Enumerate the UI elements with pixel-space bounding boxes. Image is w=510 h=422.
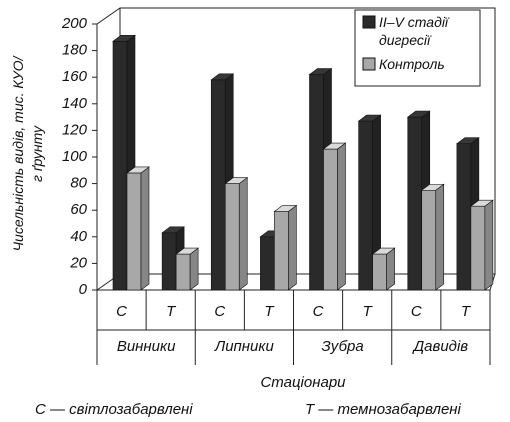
bar-side bbox=[238, 177, 248, 291]
legend-swatch bbox=[362, 57, 376, 71]
x-tick-label: С bbox=[411, 303, 422, 320]
bar-top bbox=[126, 166, 150, 174]
bar-front bbox=[323, 148, 338, 291]
bar bbox=[175, 247, 200, 291]
x-tick-label: Т bbox=[166, 303, 177, 320]
legend-box bbox=[354, 9, 481, 87]
x-axis-label: Стаціонари bbox=[260, 374, 346, 391]
y-tick-label: 100 bbox=[62, 148, 88, 165]
group-label: Давидів bbox=[412, 338, 469, 355]
bar-top bbox=[420, 183, 445, 191]
bar-top bbox=[224, 177, 249, 184]
bar-side bbox=[189, 247, 199, 291]
bar-top bbox=[357, 114, 382, 122]
bar-front bbox=[260, 236, 275, 291]
x-tick-label: С bbox=[116, 303, 127, 320]
bar-side bbox=[337, 142, 346, 291]
x-tick-label: Т bbox=[363, 303, 374, 320]
y-tick-label: 140 bbox=[62, 95, 88, 112]
bar-front bbox=[470, 205, 486, 291]
bar bbox=[371, 247, 396, 291]
bar-top bbox=[469, 199, 494, 207]
x-tick-label: Т bbox=[461, 303, 472, 320]
y-tick-label: 60 bbox=[70, 201, 87, 218]
bar-top bbox=[308, 68, 333, 75]
group-label: Винники bbox=[117, 338, 176, 355]
bar-front bbox=[210, 79, 226, 291]
bar-top bbox=[112, 34, 136, 42]
bar-front bbox=[372, 253, 387, 291]
bar-front bbox=[421, 189, 437, 291]
bar-side bbox=[435, 183, 445, 291]
y-tick-label: 80 bbox=[70, 175, 87, 192]
bar bbox=[357, 114, 382, 291]
bar-top bbox=[273, 205, 298, 212]
bar-side bbox=[484, 199, 494, 291]
group-label: Зубра bbox=[322, 338, 364, 355]
bar-front bbox=[274, 211, 289, 291]
bar bbox=[224, 177, 249, 291]
y-tick-label: 180 bbox=[62, 42, 88, 59]
bar-top bbox=[371, 247, 396, 255]
bar-front bbox=[407, 116, 423, 291]
bar-top bbox=[161, 226, 186, 234]
footnote: С — світлозабарвлені bbox=[35, 401, 193, 418]
x-tick-label: С bbox=[313, 303, 324, 320]
bar-front bbox=[126, 172, 142, 291]
footnote: Т — темнозабарвлені bbox=[305, 401, 462, 418]
y-tick-label: 20 bbox=[69, 254, 87, 271]
y-tick-label: 120 bbox=[62, 121, 88, 138]
x-tick-label: Т bbox=[264, 303, 275, 320]
y-tick-label: 40 bbox=[70, 228, 87, 245]
y-tick-label: 200 bbox=[61, 15, 88, 32]
bar-top bbox=[406, 110, 431, 118]
bar-side bbox=[140, 166, 150, 291]
x-tick-label: С bbox=[214, 303, 225, 320]
legend-item: II–V стадії дигресії bbox=[379, 14, 449, 48]
bar-top bbox=[175, 247, 200, 255]
bar-top bbox=[210, 73, 235, 81]
bar-front bbox=[112, 40, 128, 291]
bar-top bbox=[455, 137, 480, 144]
legend-item: Контроль bbox=[379, 56, 445, 72]
bar bbox=[126, 166, 150, 291]
bar bbox=[273, 204, 298, 291]
y-tick-label: 160 bbox=[62, 68, 88, 85]
bar-front bbox=[224, 183, 240, 291]
bar bbox=[322, 142, 347, 291]
bar bbox=[420, 183, 445, 291]
legend-swatch bbox=[362, 15, 376, 29]
bar-front bbox=[309, 74, 324, 291]
bar-front bbox=[456, 143, 472, 291]
bar-top bbox=[322, 142, 347, 150]
bar-front bbox=[161, 232, 177, 291]
bar-front bbox=[358, 120, 373, 291]
bar bbox=[469, 199, 494, 291]
legend-label: Контроль bbox=[379, 56, 445, 72]
y-tick-label: 0 bbox=[79, 281, 88, 298]
bar-side bbox=[386, 247, 395, 291]
legend-label: II–V стадії дигресії bbox=[379, 14, 449, 48]
bar-side bbox=[288, 204, 297, 291]
group-label: Липники bbox=[214, 338, 275, 355]
bar-front bbox=[175, 253, 191, 291]
